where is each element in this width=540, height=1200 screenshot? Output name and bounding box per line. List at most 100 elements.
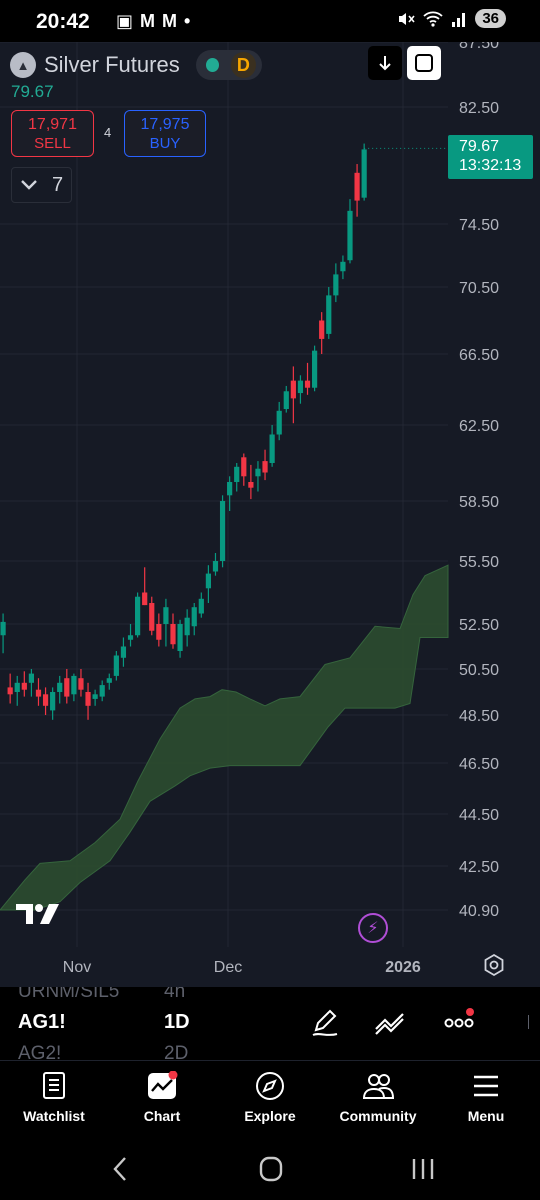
candle [127, 624, 134, 647]
price-chart[interactable]: 87.50 82.50 74.50 70.50 66.50 62.50 58.50 55.50… [0, 42, 540, 987]
candle [198, 592, 204, 618]
candle [113, 651, 119, 681]
candle [156, 613, 162, 647]
candle [57, 675, 63, 704]
y-axis-label: 40.90 [459, 903, 499, 920]
candle-body [71, 675, 77, 695]
candle [0, 613, 6, 654]
back-icon[interactable] [101, 1154, 141, 1184]
candle [312, 345, 318, 392]
candle [340, 255, 346, 280]
candle-body [120, 646, 127, 658]
candle [170, 613, 176, 649]
buy-button[interactable]: 17,975 BUY [124, 110, 206, 157]
nav-label-menu: Menu [467, 1108, 505, 1124]
candle [191, 603, 197, 636]
status-right-icons: 36 [397, 9, 506, 28]
candle-body [297, 380, 304, 394]
y-axis-label: 70.50 [459, 280, 499, 297]
nav-label-explore: Explore [244, 1108, 296, 1124]
candle [241, 453, 247, 486]
candle [142, 567, 148, 606]
market-status-pill[interactable]: D [195, 50, 262, 80]
bar-countdown: 13:32:13 [459, 157, 522, 174]
symbol-picker[interactable]: AG1! [18, 1011, 66, 1033]
candle-body [262, 461, 268, 473]
candle-body [149, 603, 155, 631]
prev-interval[interactable]: 4h [164, 987, 186, 1002]
wifi-icon [423, 11, 443, 27]
buy-label: BUY [149, 135, 181, 152]
candle [283, 385, 289, 413]
sell-button[interactable]: 17,971 SELL [11, 110, 94, 157]
fullscreen-button[interactable] [407, 46, 441, 80]
candle [227, 476, 233, 511]
symbol-header[interactable]: ▲ Silver Futures D [10, 50, 262, 80]
candle-body [248, 482, 254, 488]
nav-watchlist[interactable]: Watchlist [4, 1071, 104, 1124]
candle-body [156, 624, 162, 640]
recents-icon[interactable] [403, 1154, 443, 1184]
candle-body [290, 380, 296, 399]
more-options-icon[interactable] [442, 1005, 476, 1039]
bottom-navigation: Watchlist Chart Explore Community Menu [0, 1060, 540, 1140]
next-symbol[interactable]: AG2! [18, 1043, 62, 1060]
candle [177, 619, 183, 658]
silver-logo-icon: ▲ [10, 52, 36, 78]
home-icon[interactable] [251, 1154, 291, 1184]
x-axis-label: Dec [214, 959, 242, 976]
y-axis-label: 44.50 [459, 807, 499, 824]
candle-body [269, 434, 275, 463]
candle [297, 375, 304, 404]
lightning-icon[interactable]: ⚡ [358, 913, 388, 943]
candle [262, 449, 268, 481]
candle-body [99, 685, 105, 697]
nav-community[interactable]: Community [328, 1071, 428, 1124]
candle [7, 673, 13, 704]
candle-body [354, 172, 360, 201]
y-axis-label: 55.50 [459, 554, 499, 571]
nav-explore[interactable]: Explore [220, 1071, 320, 1124]
drawing-tools-icon[interactable] [373, 1005, 407, 1039]
candle [106, 673, 112, 690]
candle [85, 682, 91, 720]
y-axis-label: 52.50 [459, 617, 499, 634]
candle-body [170, 624, 176, 645]
arrow-down-icon [379, 56, 391, 71]
candle [212, 553, 219, 576]
fullscreen-icon [415, 54, 433, 72]
scroll-to-latest-button[interactable] [368, 46, 402, 80]
candle [14, 675, 20, 706]
signal-icon [452, 12, 466, 27]
notification-dot [466, 1008, 474, 1016]
symbol-name[interactable]: Silver Futures [44, 52, 180, 77]
candle-body [212, 561, 219, 572]
pencil-icon[interactable] [308, 1005, 342, 1039]
spread-value: 4 [104, 125, 112, 140]
candle-body [340, 261, 346, 272]
candle [35, 678, 42, 706]
settings-icon[interactable] [482, 953, 506, 977]
next-interval[interactable]: 2D [164, 1043, 189, 1060]
nav-menu[interactable]: Menu [436, 1071, 536, 1124]
chart-area[interactable]: 87.50 82.50 74.50 70.50 66.50 62.50 58.50 55.50… [0, 42, 540, 987]
candle-body [127, 635, 134, 640]
candle-body [113, 655, 119, 676]
candle-body [78, 678, 84, 690]
candle [234, 463, 240, 492]
candle-body [276, 410, 282, 435]
nav-chart[interactable]: Chart [112, 1071, 212, 1124]
candle-body [234, 466, 240, 482]
candle [333, 263, 339, 303]
indicators-toggle[interactable]: 7 [11, 167, 72, 203]
candle [361, 143, 367, 201]
interval-picker[interactable]: 1D [164, 1011, 190, 1033]
candle-body [312, 350, 318, 388]
y-axis-label: 66.50 [459, 347, 499, 364]
prev-symbol[interactable]: URNM/SIL5 [18, 987, 120, 1002]
toolbar-edge-divider [528, 1015, 529, 1029]
candle-body [92, 694, 98, 699]
delayed-badge: D [231, 52, 256, 78]
candle-body [135, 596, 141, 636]
candle [21, 671, 27, 697]
